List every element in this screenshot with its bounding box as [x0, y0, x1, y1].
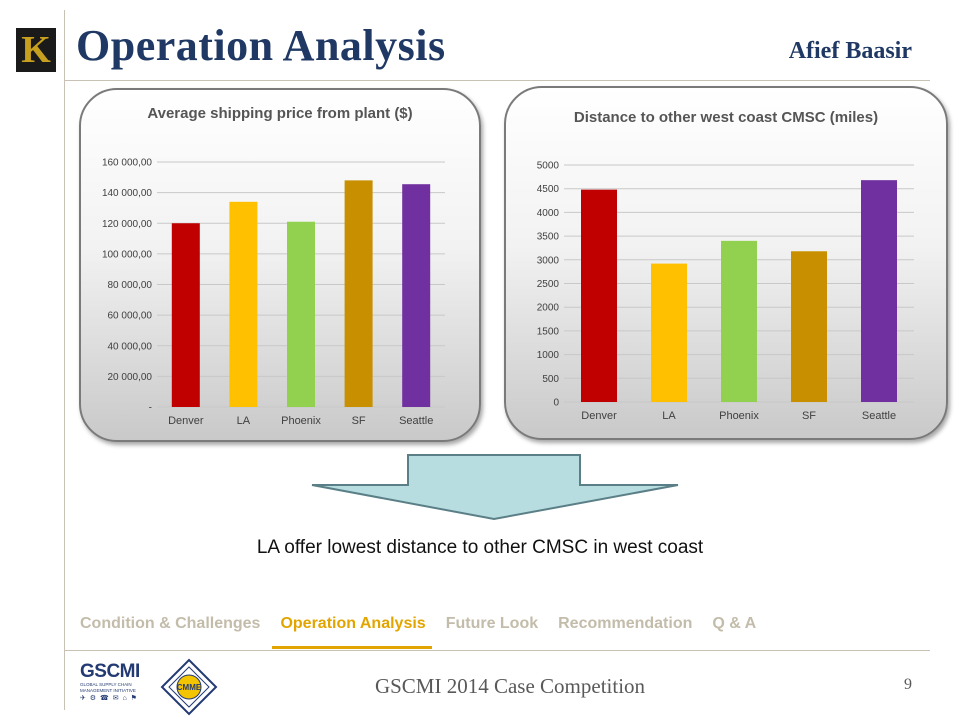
- x-tick-label: Seattle: [399, 415, 433, 427]
- author-name: Afief Baasir: [788, 38, 912, 64]
- y-tick-label: 2000: [537, 303, 560, 314]
- x-tick-label: Phoenix: [281, 415, 321, 427]
- nav-tab[interactable]: Future Look: [445, 615, 539, 632]
- y-tick-label: 20 000,00: [108, 372, 153, 383]
- nav-tab[interactable]: Operation Analysis: [272, 615, 432, 649]
- bar: [581, 189, 617, 402]
- x-tick-label: Denver: [168, 415, 204, 427]
- vertical-rule: [64, 10, 65, 710]
- y-tick-label: 1000: [537, 350, 560, 361]
- page-number: 9: [904, 676, 912, 693]
- cmme-logo-name: CMME: [177, 683, 202, 692]
- logo-letter: K: [21, 29, 51, 71]
- bar: [651, 263, 687, 402]
- gscmi-logo-name: GSCMI: [80, 661, 140, 682]
- gscmi-icons: ✈ ⚙ ☎ ✉ ⌂ ⚑: [80, 695, 138, 702]
- chart-title: Distance to other west coast CMSC (miles…: [573, 109, 879, 126]
- y-tick-label: 1500: [537, 326, 560, 337]
- footer-rule: [64, 650, 930, 651]
- shipping-price-chart-panel: Average shipping price from plant ($) - 2…: [79, 88, 481, 442]
- y-tick-label: 5000: [537, 161, 560, 172]
- distance-chart: 0 500 1000 1500 2000 2500 3000 3500 4000 4500 5000…: [537, 161, 914, 422]
- y-tick-label: 100 000,00: [102, 249, 152, 260]
- y-tick-label: 4000: [537, 208, 560, 219]
- y-tick-label: 40 000,00: [108, 341, 153, 352]
- x-tick-label: Phoenix: [719, 410, 759, 422]
- bar: [402, 184, 431, 407]
- bar: [287, 221, 315, 407]
- x-tick-label: Denver: [581, 410, 617, 422]
- bar: [229, 201, 258, 407]
- down-arrow-icon: [311, 454, 679, 521]
- company-logo: K: [16, 28, 56, 72]
- gscmi-logo-subtitle: GLOBAL SUPPLY CHAIN MANAGEMENT INITIATIV…: [80, 682, 136, 693]
- nav-tab[interactable]: Recommendation: [558, 615, 693, 632]
- nav-tab[interactable]: Q & A: [712, 615, 757, 632]
- y-tick-label: 4500: [537, 184, 560, 195]
- bar: [344, 180, 373, 407]
- y-tick-label: 120 000,00: [102, 219, 152, 230]
- shipping-price-chart: - 20 000,00 40 000,00 60 000,00 80 000,00 100…: [102, 158, 445, 427]
- y-tick-label: 500: [542, 374, 559, 385]
- distance-chart-panel: Distance to other west coast CMSC (miles…: [504, 86, 948, 440]
- y-tick-label: 60 000,00: [108, 311, 153, 322]
- x-tick-label: LA: [237, 415, 251, 427]
- gscmi-logo: GSCMI GLOBAL SUPPLY CHAIN MANAGEMENT INI…: [80, 662, 148, 712]
- y-tick-label: 3000: [537, 255, 560, 266]
- bar: [721, 240, 757, 402]
- slide-title: Operation Analysis: [76, 21, 446, 70]
- x-tick-label: Seattle: [862, 410, 896, 422]
- header-rule: [64, 80, 930, 81]
- bar: [171, 223, 200, 407]
- section-nav: Condition & Challenges Operation Analysis…: [80, 615, 776, 649]
- y-tick-label: 3500: [537, 232, 560, 243]
- footer-logos: GSCMI GLOBAL SUPPLY CHAIN MANAGEMENT INI…: [80, 658, 240, 716]
- cmme-seal-logo: CMME: [160, 658, 218, 716]
- x-tick-label: SF: [802, 410, 816, 422]
- chart-title: Average shipping price from plant ($): [147, 105, 413, 122]
- x-tick-label: SF: [352, 415, 366, 427]
- conclusion-text: LA offer lowest distance to other CMSC i…: [256, 537, 704, 558]
- bar: [791, 251, 827, 402]
- y-tick-label: 80 000,00: [108, 280, 153, 291]
- y-tick-label: -: [149, 403, 152, 414]
- y-tick-label: 0: [553, 398, 559, 409]
- y-tick-label: 2500: [537, 279, 560, 290]
- bar: [861, 180, 897, 402]
- x-tick-label: LA: [662, 410, 676, 422]
- footer-text: GSCMI 2014 Case Competition: [374, 674, 646, 698]
- nav-tab[interactable]: Condition & Challenges: [80, 615, 261, 632]
- y-tick-label: 160 000,00: [102, 158, 152, 169]
- y-tick-label: 140 000,00: [102, 188, 152, 199]
